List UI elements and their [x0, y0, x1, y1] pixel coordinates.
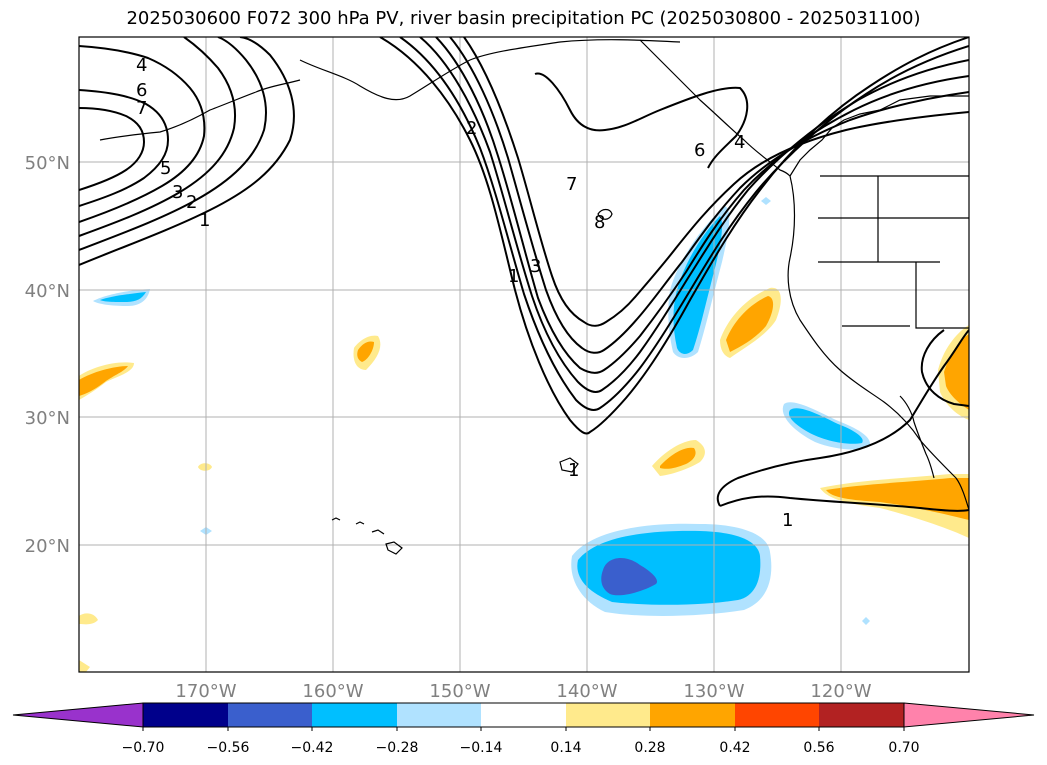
- contour-label: 3: [530, 256, 541, 277]
- contour-label: 7: [136, 98, 147, 119]
- colorbar-tick-label: 0.14: [550, 740, 581, 756]
- contour-label: 1: [782, 510, 793, 531]
- precip-anomaly-dot-3: [862, 617, 870, 625]
- precip-anomaly-east-edge-positive-core: [944, 334, 969, 410]
- precip-anomaly-mid-positive-core: [357, 341, 374, 362]
- colorbar-segment: [650, 703, 735, 727]
- contour-label: 3: [172, 182, 183, 203]
- colorbar-tick-label: 0.42: [719, 740, 750, 756]
- colorbar-segment: [735, 703, 819, 727]
- contour-label: 2: [466, 118, 477, 139]
- lon-label: 150°W: [429, 681, 490, 702]
- contour-label: 7: [566, 174, 577, 195]
- lon-label: 170°W: [175, 681, 236, 702]
- contour-label: 1: [508, 266, 519, 287]
- map-title: 2025030600 F072 300 hPa PV, river basin …: [126, 8, 921, 29]
- colorbar-tick-label: 0.56: [803, 740, 834, 756]
- contour-label: 8: [594, 212, 605, 233]
- colorbar-segment: [566, 703, 650, 727]
- colorbar-outline: [142, 702, 905, 728]
- lat-label: 50°N: [25, 153, 70, 174]
- colorbar-extend-min: [12, 702, 144, 728]
- precip-anomaly-coastal-positive-core: [726, 296, 774, 352]
- colorbar-tick-labels: −0.70 −0.56 −0.42 −0.28 −0.14 0.14 0.28 …: [122, 740, 920, 756]
- colorbar-segments: [12, 702, 1035, 731]
- graticule: [79, 37, 969, 672]
- colorbar-segment: [481, 703, 566, 727]
- colorbar-segment: [819, 703, 904, 727]
- lon-label: 160°W: [302, 681, 363, 702]
- colorbar-tick-label: −0.70: [122, 740, 165, 756]
- precip-anomaly-west-small-core: [100, 292, 146, 302]
- map-frame: [78, 36, 970, 673]
- colorbar-tick-label: −0.56: [207, 740, 250, 756]
- colorbar-extend-max: [903, 702, 1035, 728]
- colorbar-segment: [228, 703, 312, 727]
- colorbar-tick-label: −0.42: [291, 740, 334, 756]
- contour-label: 6: [694, 140, 705, 161]
- lat-label: 40°N: [25, 281, 70, 302]
- precip-anomaly-dot-5: [79, 660, 90, 672]
- lon-label: 140°W: [556, 681, 617, 702]
- colorbar-segment: [312, 703, 397, 727]
- contour-label: 5: [160, 158, 171, 179]
- pv-contours: [79, 37, 969, 512]
- longitude-labels: 170°W 160°W 150°W 140°W 130°W 120°W: [175, 681, 871, 702]
- precip-anomaly-dot-4: [198, 463, 212, 471]
- contour-label: 1: [568, 460, 579, 481]
- colorbar-tick-label: −0.14: [460, 740, 503, 756]
- colorbar-segment: [397, 703, 481, 727]
- lon-label: 120°W: [810, 681, 871, 702]
- colorbar-tick-label: 0.70: [888, 740, 919, 756]
- contour-label: 1: [199, 210, 210, 231]
- contour-label: 4: [136, 55, 147, 76]
- lat-label: 20°N: [25, 536, 70, 557]
- precip-anomaly-south-blob-max: [601, 557, 658, 596]
- lon-label: 130°W: [683, 681, 744, 702]
- precip-anomaly-dot-2: [761, 197, 771, 205]
- colorbar-segment: [143, 703, 228, 727]
- pv-contour-labels: 4 6 7 5 3 2 1 2 7 8 3 1 6 4 1 1: [136, 55, 793, 531]
- colorbar: −0.70 −0.56 −0.42 −0.28 −0.14 0.14 0.28 …: [12, 702, 1035, 756]
- lat-label: 30°N: [25, 408, 70, 429]
- latitude-labels: 50°N 40°N 30°N 20°N: [25, 153, 70, 557]
- colorbar-tick-label: 0.28: [634, 740, 665, 756]
- precip-anomaly-central-positive-core: [660, 447, 696, 469]
- contour-label: 4: [734, 132, 745, 153]
- map-area: [79, 37, 969, 672]
- coastlines: [99, 39, 969, 555]
- contour-label: 6: [136, 80, 147, 101]
- precip-anomaly-dot-6: [79, 613, 98, 625]
- colorbar-tick-label: −0.28: [376, 740, 419, 756]
- precip-anomaly-west-positive-core: [79, 366, 128, 396]
- contour-label: 2: [186, 192, 197, 213]
